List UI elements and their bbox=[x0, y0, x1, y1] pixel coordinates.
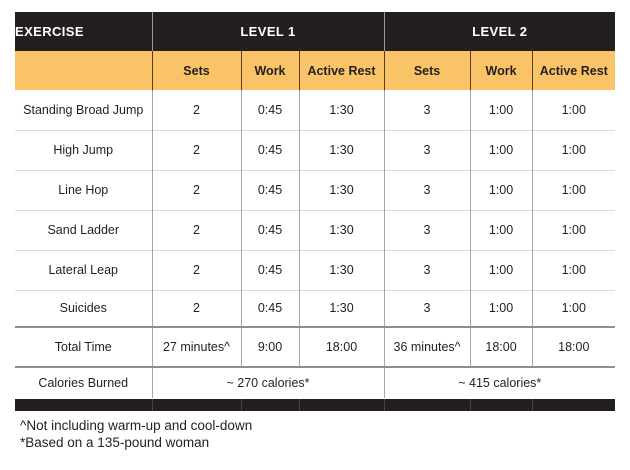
calories-row: Calories Burned ~ 270 calories* ~ 415 ca… bbox=[15, 366, 616, 398]
data-cell: 2 bbox=[151, 90, 241, 130]
table-row: High Jump 2 0:45 1:30 3 1:00 1:00 bbox=[15, 129, 616, 170]
level1-header: LEVEL 1 bbox=[151, 12, 385, 51]
data-cell: 3 bbox=[383, 209, 471, 250]
bottom-bar bbox=[15, 399, 615, 411]
subheader-sets-l1: Sets bbox=[151, 51, 241, 90]
data-cell: 1:00 bbox=[531, 209, 616, 250]
subheader-sets-l2: Sets bbox=[383, 51, 471, 90]
level2-header: LEVEL 2 bbox=[383, 12, 616, 51]
data-cell: 1:30 bbox=[298, 169, 385, 210]
data-cell: 2 bbox=[151, 209, 241, 250]
data-cell: 27 minutes^ bbox=[151, 326, 241, 367]
exercise-name-cell: High Jump bbox=[15, 129, 152, 170]
bottom-bar-divider bbox=[532, 399, 533, 411]
data-cell: 9:00 bbox=[240, 326, 299, 367]
data-cell: 1:00 bbox=[531, 249, 616, 290]
calories-level2-cell: ~ 415 calories* bbox=[383, 366, 616, 398]
data-cell: 3 bbox=[383, 129, 471, 170]
data-cell: 3 bbox=[383, 249, 471, 290]
data-cell: 0:45 bbox=[240, 289, 299, 327]
data-cell: 18:00 bbox=[531, 326, 616, 367]
data-cell: 3 bbox=[383, 169, 471, 210]
data-cell: 3 bbox=[383, 289, 471, 327]
data-cell: 0:45 bbox=[240, 249, 299, 290]
data-cell: 1:30 bbox=[298, 90, 385, 130]
data-cell: 1:30 bbox=[298, 289, 385, 327]
footnote-weight: *Based on a 135-pound woman bbox=[20, 435, 210, 450]
data-cell: 1:00 bbox=[531, 129, 616, 170]
calories-level1-cell: ~ 270 calories* bbox=[151, 366, 385, 398]
data-cell: 1:30 bbox=[298, 209, 385, 250]
data-cell: 1:00 bbox=[469, 249, 533, 290]
data-cell: 2 bbox=[151, 289, 241, 327]
bottom-bar-divider bbox=[152, 399, 153, 411]
data-cell: 1:00 bbox=[469, 209, 533, 250]
exercise-name-cell: Line Hop bbox=[15, 169, 152, 210]
exercise-name-cell: Lateral Leap bbox=[15, 249, 152, 290]
data-cell: 1:00 bbox=[531, 169, 616, 210]
table-row: Standing Broad Jump 2 0:45 1:30 3 1:00 1… bbox=[15, 90, 616, 130]
data-cell: 1:00 bbox=[469, 289, 533, 327]
subheader-activerest-l1: Active Rest bbox=[298, 51, 385, 90]
data-cell: 1:00 bbox=[469, 90, 533, 130]
data-cell: 2 bbox=[151, 129, 241, 170]
exercise-column-header: EXERCISE bbox=[15, 12, 152, 51]
data-cell: 1:00 bbox=[531, 289, 616, 327]
footnote-warmup: ^Not including warm-up and cool-down bbox=[20, 418, 253, 433]
data-cell: 1:00 bbox=[469, 129, 533, 170]
table-row: Sand Ladder 2 0:45 1:30 3 1:00 1:00 bbox=[15, 209, 616, 250]
data-cell: 1:30 bbox=[298, 249, 385, 290]
data-cell: 0:45 bbox=[240, 90, 299, 130]
data-cell: 2 bbox=[151, 169, 241, 210]
exercise-name-cell: Suicides bbox=[15, 289, 152, 327]
workout-table: EXERCISE LEVEL 1 LEVEL 2 Sets Work Activ… bbox=[15, 12, 616, 398]
subheader-activerest-l2: Active Rest bbox=[531, 51, 616, 90]
bottom-bar-divider bbox=[470, 399, 471, 411]
table-row: Suicides 2 0:45 1:30 3 1:00 1:00 bbox=[15, 289, 616, 327]
table-row: Line Hop 2 0:45 1:30 3 1:00 1:00 bbox=[15, 169, 616, 210]
exercise-name-cell: Sand Ladder bbox=[15, 209, 152, 250]
table-header-row: EXERCISE LEVEL 1 LEVEL 2 bbox=[15, 12, 616, 51]
exercise-name-cell: Standing Broad Jump bbox=[23, 102, 144, 117]
subheader-work-l1: Work bbox=[240, 51, 299, 90]
data-cell: 0:45 bbox=[240, 129, 299, 170]
bottom-bar-divider bbox=[299, 399, 300, 411]
data-cell: 18:00 bbox=[298, 326, 385, 367]
data-cell: 1:30 bbox=[298, 129, 385, 170]
subheader-work-l2: Work bbox=[469, 51, 533, 90]
footnotes: ^Not including warm-up and cool-down *Ba… bbox=[20, 417, 252, 451]
bottom-bar-divider bbox=[384, 399, 385, 411]
subheader-row: Sets Work Active Rest Sets Work Active R… bbox=[15, 51, 616, 90]
bottom-bar-divider bbox=[241, 399, 242, 411]
total-time-label: Total Time bbox=[15, 326, 152, 367]
table-row: Lateral Leap 2 0:45 1:30 3 1:00 1:00 bbox=[15, 249, 616, 290]
data-cell: 1:00 bbox=[469, 169, 533, 210]
data-cell: 1:00 bbox=[531, 90, 616, 130]
data-cell: 2 bbox=[151, 249, 241, 290]
data-cell: 18:00 bbox=[469, 326, 533, 367]
data-cell: 3 bbox=[383, 90, 471, 130]
subheader-empty-cell bbox=[15, 51, 152, 90]
calories-label: Calories Burned bbox=[15, 366, 152, 398]
data-cell: 0:45 bbox=[240, 169, 299, 210]
data-cell: 0:45 bbox=[240, 209, 299, 250]
total-time-row: Total Time 27 minutes^ 9:00 18:00 36 min… bbox=[15, 326, 616, 367]
data-cell: 36 minutes^ bbox=[383, 326, 471, 367]
